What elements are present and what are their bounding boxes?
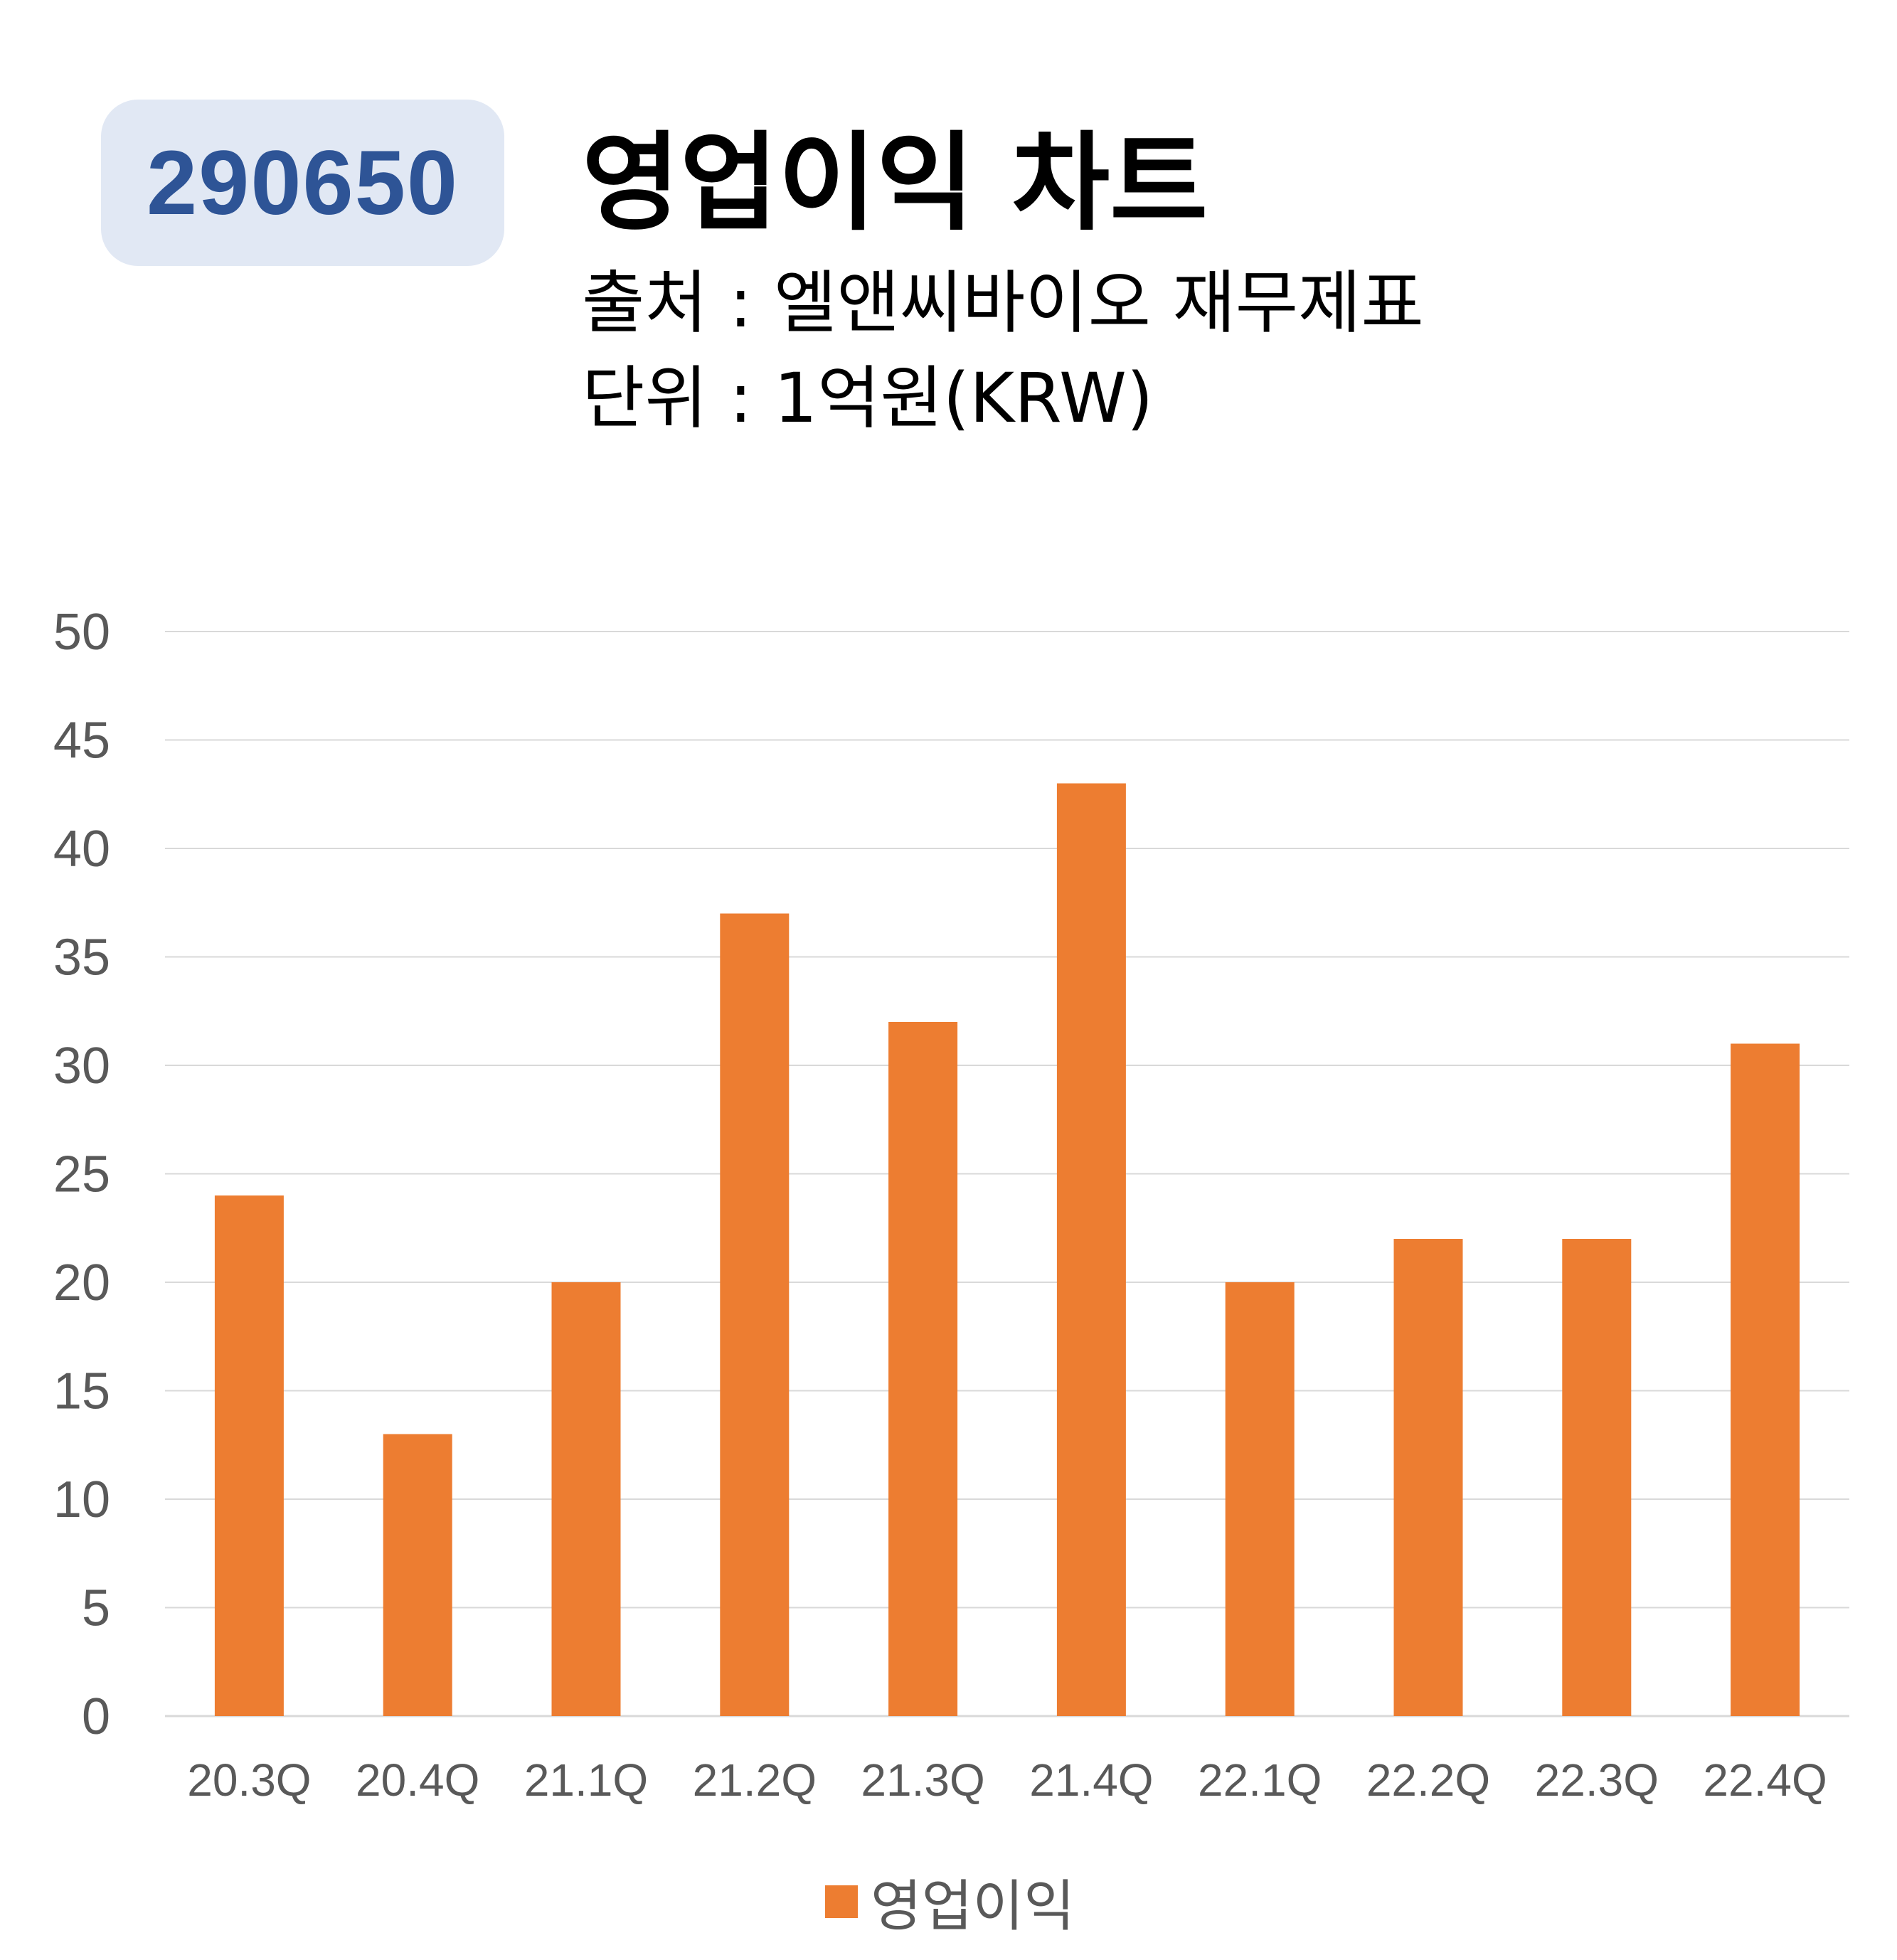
bar	[383, 1434, 452, 1716]
source-label: 출처 : 엘앤씨바이오 재무제표	[582, 263, 1424, 343]
x-axis-ticks: 20.3Q 20.4Q 21.1Q 21.2Q 21.3Q 21.4Q 22.1Q 22.2Q…	[187, 1754, 1827, 1806]
y-tick-label: 0	[82, 1688, 110, 1745]
x-tick-label: 22.1Q	[1198, 1754, 1322, 1806]
x-tick-label: 21.3Q	[861, 1754, 984, 1806]
x-tick-label: 21.2Q	[693, 1754, 817, 1806]
bars	[214, 783, 1800, 1716]
y-tick-label: 20	[53, 1255, 110, 1311]
x-tick-label: 21.1Q	[524, 1754, 648, 1806]
bar	[1225, 1282, 1295, 1716]
x-tick-label: 22.3Q	[1535, 1754, 1659, 1806]
gridlines	[165, 631, 1849, 1717]
y-axis-ticks: 0 5 10 15 20 25 30 35 40 45 50	[53, 604, 110, 1745]
bar	[551, 1282, 621, 1716]
y-tick-label: 5	[82, 1580, 110, 1637]
y-tick-label: 25	[53, 1146, 110, 1203]
stock-code-badge: 290650	[101, 100, 504, 266]
legend-swatch	[825, 1885, 858, 1918]
y-tick-label: 35	[53, 930, 110, 986]
x-tick-label: 20.4Q	[356, 1754, 479, 1806]
bar	[1393, 1239, 1463, 1716]
bar	[1562, 1239, 1632, 1716]
y-tick-label: 50	[53, 604, 110, 661]
y-tick-label: 30	[53, 1038, 110, 1094]
x-tick-label: 22.2Q	[1366, 1754, 1490, 1806]
bar	[214, 1195, 284, 1716]
unit-label: 단위 : 1억원(KRW)	[582, 358, 1154, 438]
stock-code: 290650	[146, 132, 459, 234]
x-tick-label: 20.3Q	[187, 1754, 311, 1806]
y-tick-label: 10	[53, 1471, 110, 1528]
bar	[720, 913, 790, 1716]
legend-label: 영업이익	[871, 1875, 1075, 1939]
bar	[1731, 1043, 1800, 1716]
bar	[888, 1022, 958, 1716]
legend: 영업이익	[825, 1868, 1075, 1939]
y-tick-label: 15	[53, 1363, 110, 1420]
chart-title: 영업이익 차트	[582, 122, 1208, 245]
y-tick-label: 40	[53, 821, 110, 878]
x-tick-label: 22.4Q	[1703, 1754, 1827, 1806]
bar	[1056, 783, 1126, 1716]
y-tick-label: 45	[53, 713, 110, 769]
x-tick-label: 21.4Q	[1029, 1754, 1153, 1806]
